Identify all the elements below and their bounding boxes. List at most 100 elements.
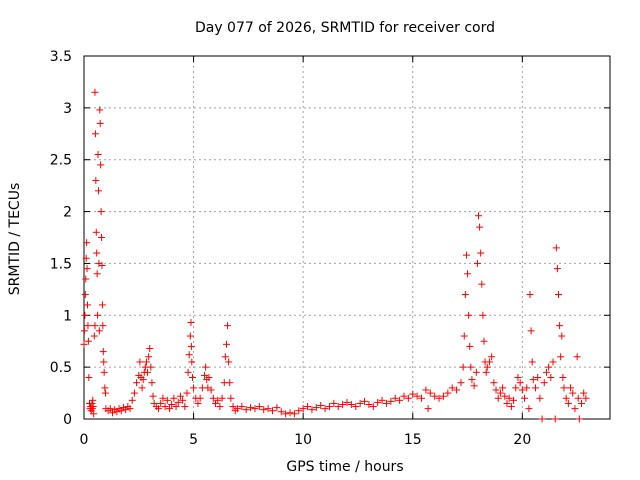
data-point <box>475 212 482 220</box>
data-point <box>464 270 472 278</box>
y-tick-label: 0 <box>63 412 72 428</box>
data-point <box>179 396 187 404</box>
data-point <box>466 342 474 350</box>
data-point <box>424 405 432 413</box>
data-point <box>188 374 196 382</box>
data-point <box>133 379 141 387</box>
data-point <box>321 405 329 413</box>
y-tick-label: 2 <box>63 205 72 221</box>
data-point <box>462 251 470 259</box>
data-point <box>465 311 473 319</box>
data-point <box>101 389 109 397</box>
data-point <box>343 398 351 406</box>
data-point <box>148 379 156 387</box>
data-point <box>325 403 333 411</box>
data-point <box>264 405 272 413</box>
axis-ticks <box>83 55 610 420</box>
data-point <box>98 234 106 241</box>
data-point <box>580 389 588 397</box>
data-point <box>459 363 467 371</box>
data-point <box>233 405 241 413</box>
data-point <box>559 374 567 382</box>
data-point <box>468 376 476 384</box>
data-point <box>188 358 196 366</box>
data-point <box>185 351 193 359</box>
data-point <box>81 291 89 299</box>
data-point <box>528 358 536 366</box>
data-point <box>542 368 550 376</box>
data-point <box>290 410 298 418</box>
data-point <box>84 337 92 345</box>
y-tick-label: 0.5 <box>50 360 72 376</box>
data-point <box>225 358 233 366</box>
data-point <box>483 363 491 371</box>
x-tick-label: 20 <box>513 432 531 448</box>
data-point <box>85 374 93 382</box>
data-point <box>82 254 90 262</box>
data-point <box>98 301 106 309</box>
data-point <box>467 363 475 371</box>
data-point <box>510 396 518 404</box>
data-point <box>571 405 579 413</box>
data-point <box>91 130 99 138</box>
data-point <box>374 398 382 406</box>
data-point <box>473 259 481 267</box>
data-point <box>553 265 561 273</box>
data-point <box>187 319 195 327</box>
data-point <box>304 403 312 411</box>
data-point <box>361 397 369 405</box>
data-point <box>404 394 412 402</box>
data-point <box>145 353 153 361</box>
y-tick-labels: 0 0.5 1 1.5 2 2.5 3 3.5 <box>50 49 72 428</box>
data-point <box>93 249 101 257</box>
data-point <box>431 392 439 400</box>
data-point <box>91 322 99 330</box>
data-point <box>521 394 529 402</box>
data-point <box>496 389 504 397</box>
data-point <box>155 405 163 413</box>
data-point <box>422 386 430 394</box>
x-tick-label: 10 <box>294 432 312 448</box>
data-point <box>534 374 542 382</box>
data-point <box>540 379 548 387</box>
data-point <box>488 353 496 361</box>
data-point <box>477 249 485 257</box>
data-point <box>227 394 235 402</box>
data-point <box>470 382 478 390</box>
data-point <box>494 394 502 402</box>
data-point <box>480 337 488 345</box>
data-point <box>295 407 303 415</box>
data-point <box>82 275 90 283</box>
data-point <box>444 389 452 397</box>
data-point <box>186 332 194 340</box>
y-tick-label: 2.5 <box>50 153 72 169</box>
data-point <box>330 399 338 407</box>
data-point <box>144 368 152 376</box>
data-point <box>226 379 234 387</box>
data-point <box>161 403 169 411</box>
data-point <box>174 398 182 406</box>
data-point <box>97 208 105 216</box>
data-point <box>396 396 404 404</box>
data-point <box>96 106 104 114</box>
data-point <box>505 394 513 402</box>
data-point <box>482 368 490 376</box>
data-point <box>184 368 192 376</box>
data-point <box>507 403 515 411</box>
data-point <box>514 374 522 382</box>
data-point <box>378 396 386 404</box>
data-point <box>201 371 209 379</box>
data-point <box>578 399 586 407</box>
data-point <box>146 344 154 352</box>
data-point <box>100 368 108 376</box>
data-point <box>221 353 229 361</box>
data-point <box>439 392 447 400</box>
data-point <box>369 403 377 411</box>
y-tick-label: 1.5 <box>50 256 72 272</box>
data-point <box>260 406 268 414</box>
data-point <box>130 389 138 397</box>
data-point <box>170 394 178 402</box>
data-point <box>554 291 562 299</box>
data-point <box>501 392 509 400</box>
data-point <box>387 397 395 405</box>
